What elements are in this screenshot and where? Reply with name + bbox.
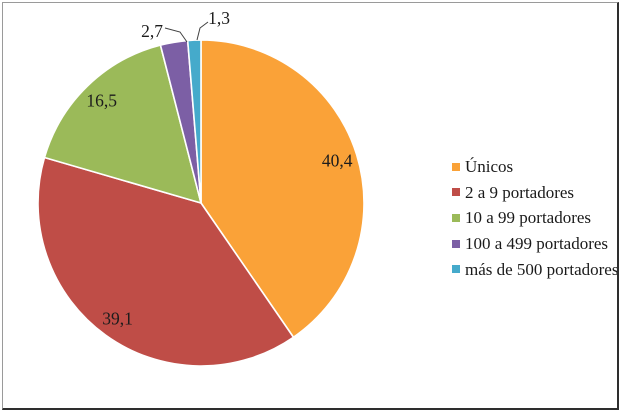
value-label-100-a-499-portadores: 2,7 [141,21,163,41]
legend-item-mas-de-500-portadores: más de 500 portadores [452,256,618,282]
value-label-10-a-99-portadores: 16,5 [86,91,117,111]
legend-marker-unicos-icon [452,162,460,171]
legend-item-2-a-9-portadores: 2 a 9 portadores [452,180,618,206]
legend-item-100-a-499-portadores: 100 a 499 portadores [452,231,618,257]
legend-item-unicos: Únicos [452,154,618,180]
legend-marker-mas-de-500-portadores-icon [452,265,460,274]
value-label-2-a-9-portadores: 39,1 [102,309,133,329]
legend-label-mas-de-500-portadores: más de 500 portadores [465,259,619,279]
value-label-mas-de-500-portadores: 1,3 [208,8,230,28]
pie-slice-mas-de-500-portadores [186,39,202,204]
legend-label-2-a-9-portadores: 2 a 9 portadores [465,182,575,202]
legend-marker-10-a-99-portadores-icon [452,213,460,222]
leader-line-100-a-499-portadores [164,27,188,43]
legend-label-unicos: Únicos [465,157,514,177]
pie-slice-unicos [200,39,365,339]
pie-slice-2-a-9-portadores [37,156,295,367]
legend-marker-100-a-499-portadores-icon [452,239,460,248]
legend-label-100-a-499-portadores: 100 a 499 portadores [465,234,609,254]
legend-marker-2-a-9-portadores-icon [452,188,460,197]
pie-slice-10-a-99-portadores [43,44,202,204]
legend: Únicos 2 a 9 portadores 10 a 99 portador… [452,154,618,282]
legend-item-10-a-99-portadores: 10 a 99 portadores [452,205,618,231]
leader-line-mas-de-500-portadores [196,21,209,41]
legend-label-10-a-99-portadores: 10 a 99 portadores [465,208,592,228]
value-label-unicos: 40,4 [322,151,353,171]
